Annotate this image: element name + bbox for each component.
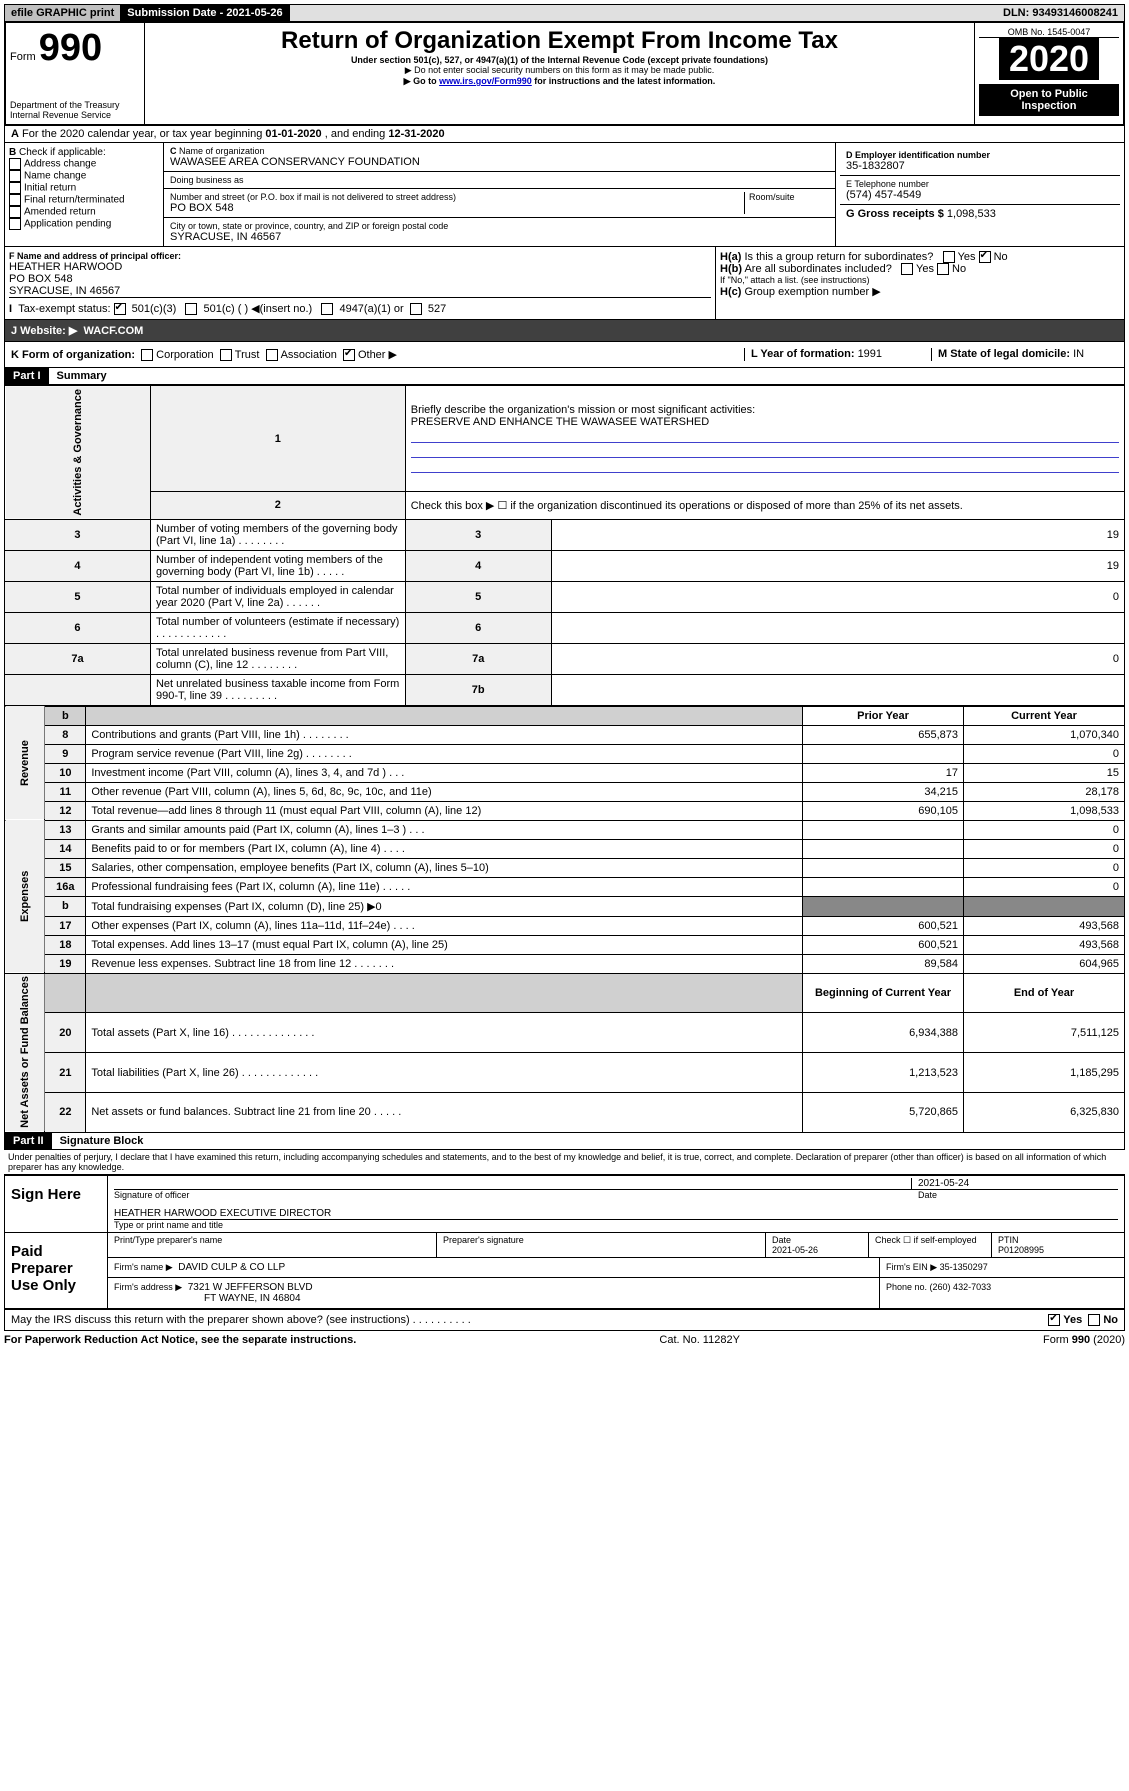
gross-receipts: 1,098,533 [947, 208, 996, 220]
pra-notice: For Paperwork Reduction Act Notice, see … [4, 1334, 356, 1346]
subtitle-3: ▶ Go to www.irs.gov/Form990 for instruct… [149, 76, 970, 87]
group-return-no[interactable] [979, 251, 991, 263]
phone-value: (574) 457-4549 [846, 189, 1114, 201]
summary-table: Activities & Governance 1 Briefly descri… [4, 385, 1125, 706]
officer-addr2: SYRACUSE, IN 46567 [9, 285, 711, 297]
check-if-applicable: B Check if applicable: Address change Na… [5, 143, 164, 246]
527-checkbox[interactable] [410, 303, 422, 315]
org-name: WAWASEE AREA CONSERVANCY FOUNDATION [170, 156, 829, 168]
year-formation: 1991 [858, 348, 882, 360]
officer-name: HEATHER HARWOOD [9, 261, 711, 273]
firm-addr2: FT WAYNE, IN 46804 [204, 1293, 301, 1304]
top-bar: efile GRAPHIC print Submission Date - 20… [4, 4, 1125, 22]
prep-date: 2021-05-26 [772, 1245, 818, 1255]
sig-date: 2021-05-24 [911, 1178, 1118, 1190]
side-governance: Activities & Governance [5, 386, 151, 520]
tax-period-row: A For the 2020 calendar year, or tax yea… [4, 126, 1125, 143]
subtitle-2: ▶ Do not enter social security numbers o… [149, 65, 970, 76]
org-city: SYRACUSE, IN 46567 [170, 231, 829, 243]
form-number: 990 [39, 27, 102, 69]
tax-year: 2020 [999, 38, 1099, 80]
perjury-statement: Under penalties of perjury, I declare th… [4, 1150, 1125, 1174]
open-to-public: Open to Public Inspection [979, 84, 1119, 116]
501c3-checkbox[interactable] [114, 303, 126, 315]
ptin-value: P01208995 [998, 1245, 1044, 1255]
discuss-no[interactable] [1088, 1314, 1100, 1326]
form-header: Form 990 Department of the Treasury Inte… [4, 22, 1125, 126]
subtitle-1: Under section 501(c), 527, or 4947(a)(1)… [149, 55, 970, 65]
form-footer: Form 990 (2020) [1043, 1334, 1125, 1346]
paid-preparer-label: Paid Preparer Use Only [5, 1233, 107, 1308]
irs-link[interactable]: www.irs.gov/Form990 [439, 76, 532, 86]
part-ii-title: Signature Block [52, 1133, 152, 1149]
omb-number: OMB No. 1545-0047 [979, 27, 1119, 38]
part-i-title: Summary [49, 368, 115, 384]
ein-value: 35-1832807 [846, 160, 1114, 172]
501c-checkbox[interactable] [185, 303, 197, 315]
dba-label: Doing business as [164, 172, 835, 189]
firm-addr1: 7321 W JEFFERSON BLVD [188, 1282, 313, 1293]
sign-here-label: Sign Here [5, 1176, 107, 1232]
submission-date: Submission Date - 2021-05-26 [121, 5, 289, 21]
part-ii-header: Part II [5, 1133, 52, 1149]
org-info-block: B Check if applicable: Address change Na… [4, 143, 1125, 247]
cat-number: Cat. No. 11282Y [659, 1334, 740, 1346]
firm-phone: (260) 432-7033 [930, 1282, 992, 1292]
form-prefix: Form [10, 51, 36, 63]
firm-name: DAVID CULP & CO LLP [178, 1262, 285, 1273]
website-value[interactable]: WACF.COM [83, 325, 143, 337]
state-domicile: IN [1073, 348, 1084, 360]
signature-block: Sign Here 2021-05-24 Signature of office… [4, 1174, 1125, 1310]
website-row: J Website: ▶ WACF.COM [4, 320, 1125, 342]
org-address: PO BOX 548 [170, 202, 744, 214]
room-suite: Room/suite [744, 192, 829, 214]
discuss-question: May the IRS discuss this return with the… [11, 1314, 1048, 1326]
dln-number: DLN: 93493146008241 [997, 5, 1124, 21]
form-org-other[interactable] [343, 349, 355, 361]
dept-treasury: Department of the Treasury Internal Reve… [10, 100, 140, 120]
officer-typed-name: HEATHER HARWOOD EXECUTIVE DIRECTOR [114, 1200, 1118, 1220]
financial-table: Revenue b Prior Year Current Year8Contri… [4, 706, 1125, 1133]
officer-addr1: PO BOX 548 [9, 273, 711, 285]
efile-print-button[interactable]: efile GRAPHIC print [5, 5, 121, 21]
mission-text: PRESERVE AND ENHANCE THE WAWASEE WATERSH… [411, 416, 709, 428]
part-i-header: Part I [5, 368, 49, 384]
discuss-yes[interactable] [1048, 1314, 1060, 1326]
4947-checkbox[interactable] [321, 303, 333, 315]
firm-ein: 35-1350297 [940, 1262, 988, 1272]
form-title: Return of Organization Exempt From Incom… [149, 27, 970, 55]
